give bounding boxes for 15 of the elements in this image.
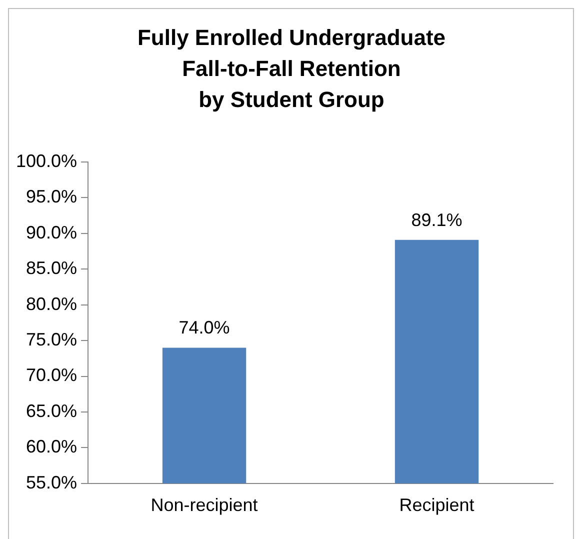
y-tick-label: 90.0%: [26, 222, 78, 242]
y-tick-label: 55.0%: [26, 472, 78, 492]
data-label: 89.1%: [411, 210, 462, 230]
x-tick-label: Non-recipient: [150, 495, 258, 516]
y-tick-label: 95.0%: [26, 186, 78, 207]
y-tick-label: 60.0%: [26, 436, 78, 457]
chart-title: Fully Enrolled Undergraduate Fall-to-Fall Retention by Student Group: [136, 24, 447, 114]
y-tick-label: 65.0%: [26, 400, 78, 421]
data-label: 74.0%: [178, 318, 230, 338]
x-tick-label: Recipient: [399, 495, 474, 516]
y-tick-label: 70.0%: [26, 365, 78, 386]
y-tick-label: 75.0%: [26, 330, 78, 350]
y-tick-label: 80.0%: [26, 294, 78, 314]
y-tick-label: 85.0%: [26, 258, 78, 278]
y-tick-label: 100.0%: [16, 150, 78, 171]
